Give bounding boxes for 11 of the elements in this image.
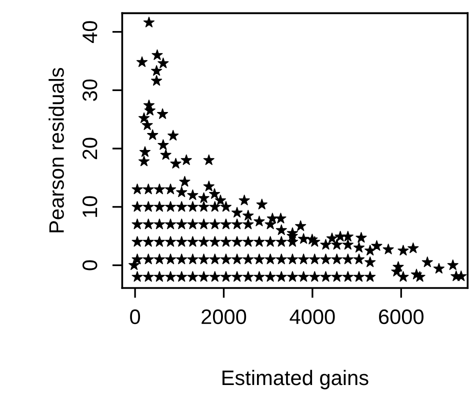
y-tick-label: 40 <box>82 21 98 43</box>
y-tick-label: 30 <box>82 79 98 102</box>
y-axis-title: Pearson residuals <box>48 68 64 232</box>
x-tick-label: 2000 <box>202 309 246 324</box>
x-tick-label: 6000 <box>379 309 424 324</box>
x-tick-label: 0 <box>130 309 140 324</box>
x-tick-label: 4000 <box>290 309 335 324</box>
y-tick-label: 0 <box>82 260 98 270</box>
y-tick-label: 20 <box>82 138 98 160</box>
y-tick-label: 10 <box>82 196 98 217</box>
x-axis-title: Estimated gains <box>222 370 368 390</box>
